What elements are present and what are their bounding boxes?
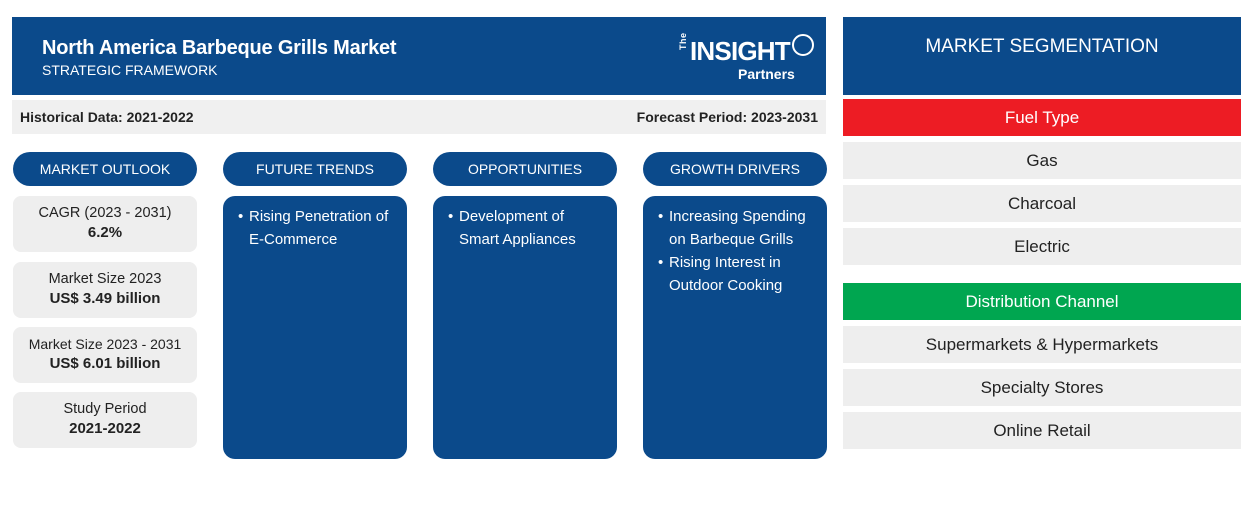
opportunity-item: Development of Smart Appliances bbox=[448, 205, 605, 251]
stat-label: Study Period bbox=[63, 401, 147, 417]
stat-card-study-period: Study Period 2021-2022 bbox=[13, 392, 197, 448]
stat-label: Market Size 2023 - 2031 bbox=[28, 336, 182, 352]
stat-value: 6.2% bbox=[87, 224, 123, 241]
segment-heading-distribution-channel: Distribution Channel bbox=[843, 283, 1241, 320]
stat-card-cagr: CAGR (2023 - 2031) 6.2% bbox=[13, 196, 197, 252]
opportunities-heading: OPPORTUNITIES bbox=[433, 152, 617, 186]
opportunities-panel: Development of Smart Appliances bbox=[433, 196, 617, 459]
page-subtitle: STRATEGIC FRAMEWORK bbox=[42, 62, 218, 78]
header-banner: North America Barbeque Grills Market STR… bbox=[12, 17, 826, 95]
logo-insight-text: INSIGHT bbox=[690, 36, 791, 66]
period-bar: Historical Data: 2021-2022 Forecast Peri… bbox=[12, 100, 826, 134]
logo-the-text: The bbox=[678, 32, 688, 50]
stat-card-market-size-range: Market Size 2023 - 2031 US$ 6.01 billion bbox=[13, 327, 197, 383]
segment-item: Online Retail bbox=[843, 412, 1241, 449]
stat-label: Market Size 2023 bbox=[48, 271, 162, 287]
historical-period: Historical Data: 2021-2022 bbox=[20, 109, 194, 125]
forecast-period: Forecast Period: 2023-2031 bbox=[636, 109, 818, 125]
segment-item: Electric bbox=[843, 228, 1241, 265]
driver-item: Rising Interest in Outdoor Cooking bbox=[658, 251, 815, 297]
growth-drivers-panel: Increasing Spending on Barbeque Grills R… bbox=[643, 196, 827, 459]
segmentation-title: MARKET SEGMENTATION bbox=[843, 17, 1241, 95]
insight-partners-logo: The INSIGHT Partners bbox=[664, 32, 814, 82]
page-title: North America Barbeque Grills Market bbox=[42, 37, 397, 59]
trend-item: Rising Penetration of E-Commerce bbox=[238, 205, 395, 251]
growth-drivers-heading: GROWTH DRIVERS bbox=[643, 152, 827, 186]
future-trends-panel: Rising Penetration of E-Commerce bbox=[223, 196, 407, 459]
logo-partners-text: Partners bbox=[738, 66, 795, 82]
stat-value: US$ 3.49 billion bbox=[49, 290, 161, 307]
market-outlook-heading: MARKET OUTLOOK bbox=[13, 152, 197, 186]
driver-item: Increasing Spending on Barbeque Grills bbox=[658, 205, 815, 251]
segment-item: Specialty Stores bbox=[843, 369, 1241, 406]
logo-ring-icon bbox=[792, 34, 814, 56]
segment-heading-fuel-type: Fuel Type bbox=[843, 99, 1241, 136]
stat-label: CAGR (2023 - 2031) bbox=[38, 205, 172, 221]
future-trends-heading: FUTURE TRENDS bbox=[223, 152, 407, 186]
segment-item: Gas bbox=[843, 142, 1241, 179]
stat-value: 2021-2022 bbox=[69, 420, 141, 437]
stat-value: US$ 6.01 billion bbox=[49, 355, 161, 372]
segment-item: Charcoal bbox=[843, 185, 1241, 222]
segment-item: Supermarkets & Hypermarkets bbox=[843, 326, 1241, 363]
stat-card-market-size-2023: Market Size 2023 US$ 3.49 billion bbox=[13, 262, 197, 318]
